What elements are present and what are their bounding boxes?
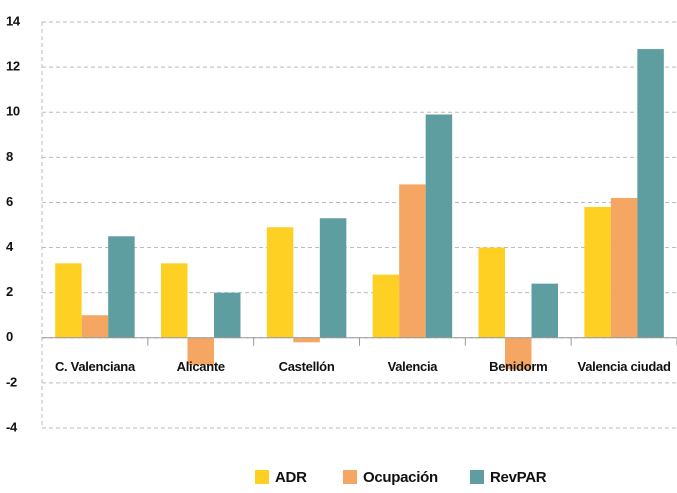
- y-tick-label: 10: [6, 104, 20, 119]
- x-tick-label: Benidorm: [489, 359, 547, 374]
- y-tick-label: -4: [6, 419, 18, 434]
- legend-label: ADR: [275, 469, 307, 486]
- legend-label: Ocupación: [363, 469, 438, 486]
- bar: [637, 49, 664, 338]
- bar: [531, 283, 558, 338]
- bar: [610, 197, 638, 338]
- bar: [293, 337, 320, 343]
- legend-swatch: [470, 470, 484, 484]
- legend-swatch: [255, 470, 269, 484]
- x-tick-label: Valencia ciudad: [578, 359, 671, 374]
- y-tick-label: 4: [6, 239, 14, 254]
- x-tick-label: Alicante: [177, 359, 225, 374]
- bar: [505, 337, 532, 370]
- bar: [214, 292, 241, 338]
- bar: [55, 263, 82, 338]
- bar: [108, 236, 135, 338]
- y-tick-label: 0: [6, 329, 13, 344]
- y-tick-label: 12: [6, 59, 20, 74]
- y-tick-label: -2: [6, 374, 17, 389]
- bar: [266, 227, 294, 338]
- y-tick-label: 2: [6, 284, 13, 299]
- bar: [584, 206, 611, 338]
- bar: [399, 184, 426, 338]
- legend-label: RevPAR: [490, 469, 547, 486]
- bar: [425, 114, 453, 338]
- bar: [478, 247, 505, 338]
- x-tick-label: C. Valenciana: [55, 359, 136, 374]
- y-tick-label: 6: [6, 194, 13, 209]
- bar: [372, 274, 400, 338]
- legend-swatch: [343, 470, 357, 484]
- bar: [187, 337, 214, 365]
- y-tick-label: 8: [6, 149, 13, 164]
- bar: [319, 218, 347, 338]
- bar: [81, 315, 109, 338]
- bar: [161, 263, 188, 338]
- x-tick-label: Valencia: [388, 359, 439, 374]
- x-tick-label: Castellón: [279, 359, 335, 374]
- y-tick-label: 14: [6, 13, 21, 28]
